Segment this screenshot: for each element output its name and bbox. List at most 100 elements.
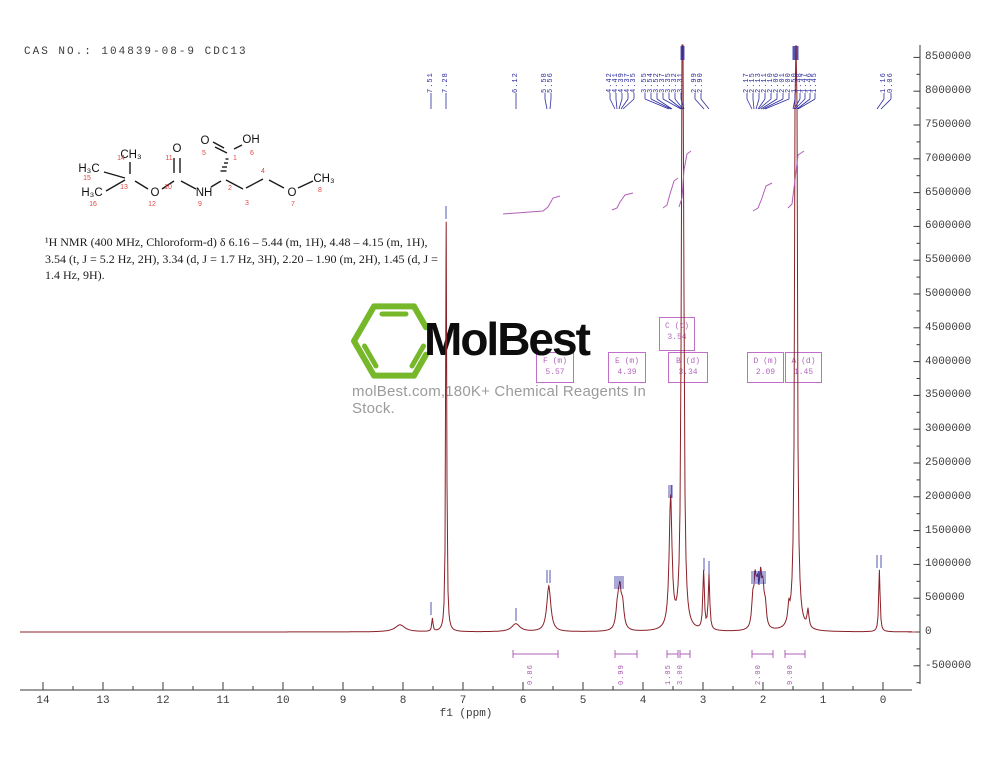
y-tick-label: 4500000 [925,321,972,334]
multiplet-box-shift: 4.39 [617,368,637,377]
multiplet-box-shift: 2.09 [755,368,776,377]
multiplet-box-id: A (d) [791,357,816,366]
structure-atom-label: CH₃ [313,173,335,185]
y-tick-label: 8000000 [925,85,972,98]
structure-atom-number: 10 [164,184,172,191]
structure-atom-number: 1 [233,155,237,162]
y-tick-label: 1000000 [925,558,972,571]
multiplet-box: D (m) 2.09 [747,352,784,383]
peak-label-connector [746,98,753,110]
peak-label-connector [757,98,766,110]
multiplet-box-shift: 3.34 [678,368,698,377]
x-tick-label: 13 [96,695,110,707]
structure-atom-label: NH [196,187,213,199]
x-tick-label: 0 [879,695,887,707]
structure-atom-label: H₃C [78,163,99,175]
structure-bond [212,141,225,149]
structure-bond [134,180,149,190]
x-tick-label: 1 [819,695,827,707]
structure-bond [233,144,243,150]
structure-atom-number: 12 [148,201,156,208]
multiplet-box-id: C (t) [664,322,689,331]
peak-label-connector [668,98,683,110]
structure-atom-number: 4 [261,168,265,175]
structure-atom-label: O [201,135,210,147]
peak-label-connector [680,98,685,110]
peak-label-connector [794,98,806,110]
integral-curve [678,150,692,208]
multiplet-box-id: B (d) [675,357,700,366]
integral-curve [502,195,561,215]
structure-atom-number: 3 [245,200,249,207]
structure-atom-number: 2 [228,185,232,192]
peak-label-connector [544,98,548,110]
integral-curve [611,192,634,211]
peak-label-connector [620,98,629,110]
structure-atom-number: 15 [83,175,91,182]
structure-atom-number: 7 [291,201,295,208]
peak-label-connector [615,98,618,110]
x-tick-label: 10 [276,695,290,707]
structure-atom-label: O [173,143,182,155]
peak-label-connector [644,98,670,110]
x-tick-label: 8 [399,695,407,707]
peak-label-connector [650,98,672,110]
x-tick-label: 6 [519,695,527,707]
peak-label-connector [752,98,755,110]
y-tick-label: -500000 [925,659,972,672]
multiplet-box-shift: 5.57 [545,368,565,377]
nmr-text-line: 3.54 (t, J = 5.2 Hz, 2H), 3.34 (d, J = 1… [45,251,438,266]
multiplet-box-id: D (m) [753,357,778,366]
structure-atom-label: O [151,187,160,199]
peak-label-connector [674,98,684,110]
structure-atom-number: 11 [165,155,172,162]
peak-label-connector [797,98,816,110]
structure-atom-label: H₃C [81,187,102,199]
peak-label-connector [758,98,772,110]
peak-label-connector [694,98,705,110]
structure-bond [180,180,197,190]
peak-label-connector [762,98,784,110]
y-tick-label: 7000000 [925,152,972,165]
structure-bond [214,146,228,154]
x-tick-label: 14 [36,695,50,707]
x-tick-label: 3 [699,695,707,707]
multiplet-box: A (d) 1.45 [785,352,822,383]
peak-label-connector [609,98,616,110]
y-tick-label: 2000000 [925,490,972,503]
y-tick-label: 7500000 [925,119,972,131]
peak-label-connector [792,98,796,110]
y-tick-label: 6500000 [925,186,972,199]
integral-value-label: 0.99 [618,664,626,685]
structure-bond [297,180,314,189]
y-tick-label: 0 [925,626,932,638]
x-tick-label: 7 [459,695,467,707]
peak-label: 7.51 [427,72,435,93]
integral-curve [662,177,679,209]
y-tick-label: 3000000 [925,423,972,436]
peak-label-connector [764,98,790,110]
peak-label-connector [700,98,710,110]
y-tick-label: 1500000 [925,524,972,537]
structure-bond [103,171,126,179]
structure-bond [245,178,264,189]
y-tick-label: 2500000 [925,457,972,469]
integral-value-label: 2.00 [755,664,763,685]
y-tick-label: 3500000 [925,389,972,402]
peak-label-connector [796,98,811,110]
structure-atom-number: 9 [198,201,202,208]
peak-label: 5.56 [547,72,555,93]
integral-value-label: 9.00 [787,664,795,685]
peak-label-connector [662,98,682,110]
structure-atom-label: O [288,187,297,199]
peak-label: 3.31 [677,72,685,93]
nmr-assignment-text: ¹H NMR (400 MHz, Chloroform-d) δ 6.16 – … [45,234,449,284]
peak-label: 0.06 [887,72,895,93]
x-tick-label: 11 [216,695,230,707]
structure-bond [210,180,222,188]
peak-label: 6.12 [512,72,520,93]
multiplet-box-shift: 3.54 [667,333,687,342]
structure-atom-number: 6 [250,150,254,157]
peak-label-connector [793,98,801,110]
multiplet-box: B (d) 3.34 [668,352,708,383]
